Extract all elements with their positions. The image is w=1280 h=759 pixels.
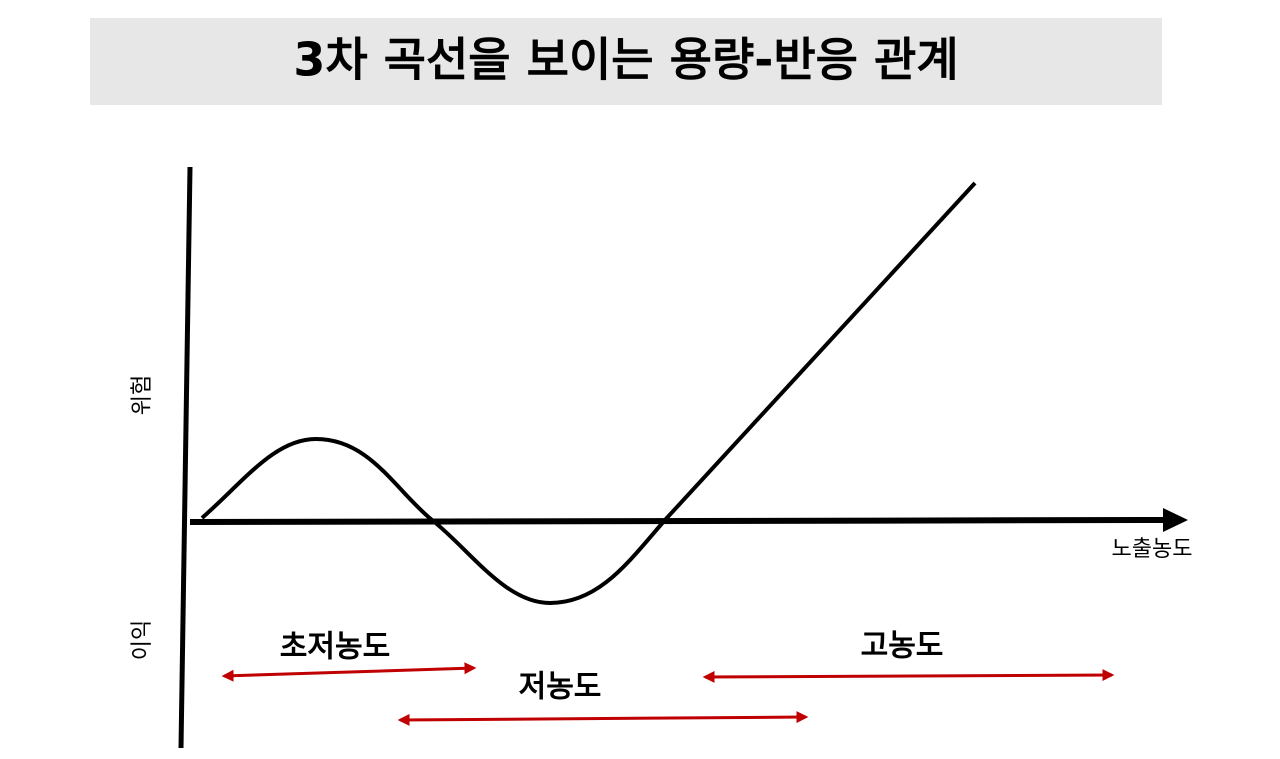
title-box [90,18,1162,105]
range-arrow [221,662,477,682]
x-axis [189,517,1166,525]
range-arrow [397,711,809,726]
response-curve [200,181,977,606]
range-label: 고농도 [861,629,944,664]
y-bottom-label: 이익 [130,620,155,660]
title: 3차 곡선을 보이는 용량-반응 관계 [293,33,958,87]
range-label: 초저농도 [280,630,390,665]
range-label: 저농도 [519,670,602,705]
x-label: 노출농도 [1112,537,1193,562]
y-axis [178,166,193,749]
range-arrow [702,669,1115,683]
x-axis-arrow [1163,508,1188,532]
y-top-label: 위험 [130,375,155,415]
